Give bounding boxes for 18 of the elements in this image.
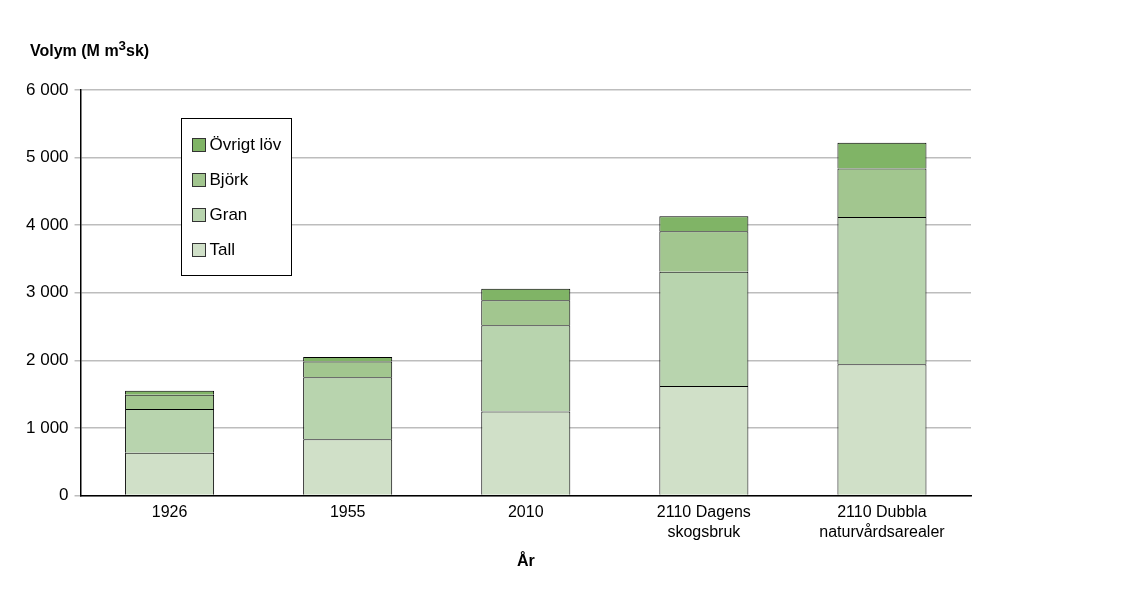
- y-tick-label: 5 000: [25, 147, 69, 167]
- legend-label: Björk: [209, 169, 249, 190]
- x-tick-label: 2110 Dagens skogsbruk: [656, 503, 751, 540]
- x-tick-label: 1926: [151, 503, 188, 521]
- y-tick-label: 6 000: [25, 79, 69, 99]
- y-tick-label: 2 000: [25, 349, 69, 369]
- legend-label: Övrigt löv: [209, 134, 282, 155]
- legend-label: Tall: [209, 239, 236, 260]
- y-tick-label: 0: [59, 485, 69, 505]
- y-tick-label: 1 000: [25, 417, 69, 437]
- x-axis-title: År: [516, 550, 535, 569]
- legend-label: Gran: [209, 204, 248, 225]
- x-tick-label: 1955: [329, 503, 366, 521]
- x-tick-label: 2010: [507, 503, 544, 521]
- y-tick-label: 3 000: [25, 282, 69, 302]
- y-tick-label: 4 000: [25, 214, 69, 234]
- x-tick-label: 2110 Dubbla naturvårdsarealer: [819, 503, 946, 540]
- y-axis-title: Volym (M m$^{3}$sk): [30, 38, 150, 61]
